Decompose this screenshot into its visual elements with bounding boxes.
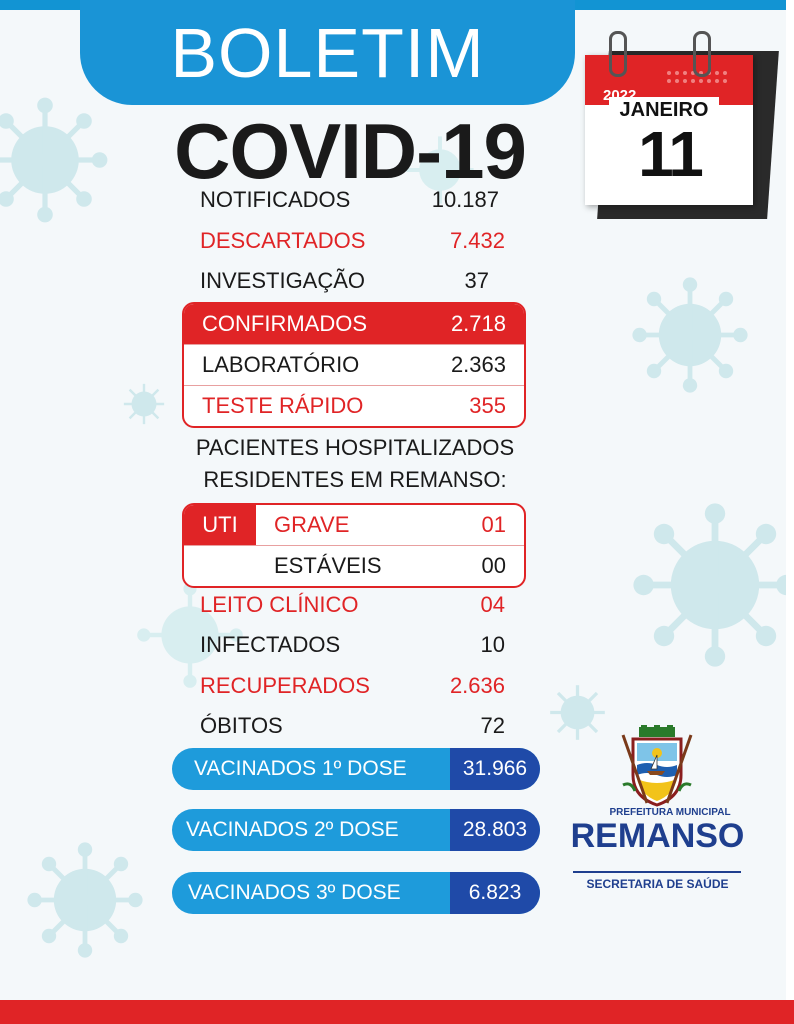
stat-descartados: DESCARTADOS 7.432: [200, 223, 505, 259]
stat-notificados: NOTIFICADOS 10.187: [200, 182, 505, 218]
stat-label: DESCARTADOS: [200, 228, 366, 253]
row-laboratorio: LABORATÓRIO 2.363: [184, 344, 524, 385]
stat-recuperados: RECUPERADOS 2.636: [200, 668, 505, 704]
confirmados-box: CONFIRMADOS 2.718 LABORATÓRIO 2.363 TEST…: [182, 302, 526, 428]
vaccine-label: VACINADOS 3º DOSE: [188, 881, 401, 904]
uti-label: UTI: [184, 505, 256, 545]
stat-value: 00: [481, 553, 506, 578]
vaccine-dose-1: VACINADOS 1º DOSE 31.966: [172, 748, 540, 790]
row-estaveis: ESTÁVEIS 00: [184, 545, 524, 586]
bottom-bar: [0, 1000, 794, 1024]
stat-value: 2.636: [449, 673, 505, 698]
stat-value: 37: [464, 268, 489, 293]
row-teste-rapido: TESTE RÁPIDO 355: [184, 385, 524, 426]
virus-icon: [27, 842, 143, 958]
virus-icon: [550, 685, 605, 740]
virus-icon: [0, 97, 108, 223]
virus-icon: [123, 383, 165, 425]
calendar-ring: [609, 31, 627, 77]
stat-label: RECUPERADOS: [200, 673, 370, 698]
calendar-month: JANEIRO: [609, 97, 719, 123]
page-title: COVID-19: [174, 107, 527, 195]
vaccine-value: 31.966: [450, 748, 540, 790]
stat-label: GRAVE: [274, 512, 350, 537]
prefeitura-text: PREFEITURA MUNICIPAL: [609, 807, 731, 818]
stat-label: CONFIRMADOS: [202, 311, 367, 336]
logo-divider: [573, 871, 741, 873]
secretaria-text: SECRETARIA DE SAÚDE: [586, 877, 729, 891]
stat-value: 10: [480, 632, 505, 657]
row-confirmados: CONFIRMADOS 2.718: [184, 304, 524, 344]
hospitalizados-title-line1: PACIENTES HOSPITALIZADOS: [195, 435, 515, 460]
stat-investigacao: INVESTIGAÇÃO 37: [200, 263, 505, 299]
stat-label: LEITO CLÍNICO: [200, 592, 359, 617]
stat-value: 72: [480, 713, 505, 738]
virus-icon: [406, 136, 474, 204]
stat-label: LABORATÓRIO: [202, 352, 360, 377]
vaccine-value: 6.823: [450, 872, 540, 914]
stat-obitos: ÓBITOS 72: [200, 708, 505, 744]
calendar-icon: 2022 JANEIRO 11: [575, 25, 779, 225]
hospitalizados-title: PACIENTES HOSPITALIZADOS RESIDENTES EM R…: [160, 432, 550, 496]
stat-value: 355: [469, 393, 506, 418]
stat-label: TESTE RÁPIDO: [202, 393, 364, 418]
stat-label: INVESTIGAÇÃO: [200, 268, 366, 293]
vaccine-dose-3: VACINADOS 3º DOSE 6.823: [172, 872, 540, 914]
uti-box: UTI GRAVE 01 ESTÁVEIS 00: [182, 503, 526, 588]
calendar-day: 11: [638, 118, 704, 190]
stat-value: 01: [481, 512, 506, 537]
stat-label: ÓBITOS: [200, 713, 283, 738]
boletim-banner: BOLETIM: [80, 0, 575, 105]
remanso-wordmark: REMANSO: [570, 817, 745, 855]
vaccine-dose-2: VACINADOS 2º DOSE 28.803: [172, 809, 540, 851]
stat-value: 10.187: [431, 187, 499, 212]
calendar-ring: [693, 31, 711, 77]
hospitalizados-title-line2: RESIDENTES EM REMANSO:: [203, 467, 507, 492]
stat-value: 04: [480, 592, 505, 617]
stat-leito-clinico: LEITO CLÍNICO 04: [200, 587, 505, 623]
stat-value: 7.432: [449, 228, 505, 253]
stat-label: NOTIFICADOS: [200, 187, 351, 212]
stat-label: ESTÁVEIS: [274, 553, 382, 578]
stat-infectados: INFECTADOS 10: [200, 627, 505, 663]
prefeitura-logo: PREFEITURA MUNICIPAL REMANSO SECRETARIA …: [565, 725, 750, 905]
vaccine-value: 28.803: [450, 809, 540, 851]
right-edge: [786, 0, 794, 1000]
row-grave: UTI GRAVE 01: [184, 505, 524, 545]
virus-icon: [632, 277, 748, 393]
vaccine-label: VACINADOS 2º DOSE: [186, 818, 399, 841]
coat-of-arms-icon: [621, 725, 693, 807]
stat-label: INFECTADOS: [200, 632, 341, 657]
virus-icon: [633, 503, 794, 667]
stat-value: 2.363: [450, 352, 506, 377]
vaccine-label: VACINADOS 1º DOSE: [194, 757, 407, 780]
stat-value: 2.718: [450, 311, 506, 336]
